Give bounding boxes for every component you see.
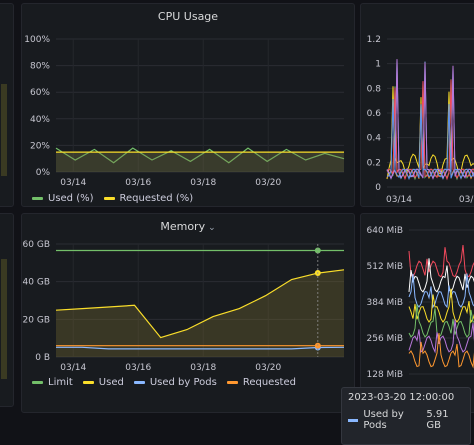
y-tick-label: 60 GB — [23, 240, 50, 250]
memory-legend: Limit Used Used by Pods Requested — [32, 377, 296, 388]
y-tick-label: 20 GB — [23, 315, 50, 325]
y-tick-label: 384 MiB — [367, 298, 403, 308]
legend-label: Used (%) — [48, 193, 94, 204]
series-line — [386, 79, 474, 181]
y-tick-label: 0 B — [35, 353, 50, 363]
y-tick-label: 0.4 — [367, 134, 382, 144]
x-tick-label: 03/14 — [386, 195, 412, 205]
legend-swatch — [103, 197, 115, 200]
chevron-down-icon[interactable]: ⌄ — [208, 223, 216, 233]
legend-swatch — [133, 381, 145, 384]
left-panel-top — [0, 3, 14, 207]
series-line — [408, 319, 474, 354]
memory-panel[interactable]: Memory ⌄ 60 GB 40 GB 20 GB 0 B 03/14 03/16 03/1… — [21, 213, 355, 413]
x-tick-label: 03/16 — [125, 178, 151, 188]
tooltip-series: Used by Pods — [363, 409, 404, 431]
series-line — [408, 273, 474, 309]
y-tick-label: 1 — [375, 60, 381, 70]
y-tick-label: 0.2 — [367, 158, 381, 168]
legend-swatch — [226, 381, 238, 384]
cpu-panel-title[interactable]: CPU Usage — [157, 10, 219, 23]
y-tick-label: 0% — [36, 168, 51, 178]
x-tick-label: 03/18 — [190, 363, 216, 373]
legend-item-used[interactable]: Used (%) — [32, 193, 94, 204]
tooltip-time: 2023-03-20 12:00:00 — [348, 392, 455, 403]
x-tick-label: 03/1 — [459, 195, 474, 205]
memory-panel-title[interactable]: Memory ⌄ — [160, 220, 216, 233]
series-line — [386, 98, 474, 181]
y-tick-label: 0 — [375, 183, 381, 193]
series-line — [55, 269, 345, 339]
memory-chart: 60 GB 40 GB 20 GB 0 B 03/14 03/16 03/18 03/20 — [23, 240, 345, 373]
y-tick-label: 128 MiB — [367, 370, 403, 380]
left-panel-bottom — [0, 213, 14, 407]
y-tick-label: 0.8 — [367, 84, 382, 94]
y-tick-label: 40 GB — [23, 278, 50, 288]
legend-label: Used — [98, 377, 124, 388]
y-tick-label: 40% — [30, 115, 50, 125]
y-tick-label: 512 MiB — [367, 262, 403, 272]
legend-item-requested[interactable]: Requested (%) — [103, 193, 194, 204]
right-top-chart: 1.2 1 0.8 0.6 0.4 0.2 0 03/14 03/1 — [367, 35, 474, 205]
y-tick-label: 20% — [30, 141, 50, 151]
cpu-usage-panel[interactable]: CPU Usage 100% 80% 60% 40% 20% 0% 03/14 03/16 03… — [21, 3, 355, 207]
legend-label: Requested (%) — [119, 193, 194, 204]
legend-swatch — [82, 381, 94, 384]
tooltip-value: 5.91 GB — [426, 409, 449, 431]
series-line — [56, 346, 345, 350]
right-bottom-panel[interactable]: 640 MiB 512 MiB 384 MiB 256 MiB 128 MiB — [360, 213, 474, 413]
series-point — [314, 247, 321, 254]
series-area — [56, 152, 344, 172]
series-line — [408, 333, 474, 369]
series-line — [408, 258, 474, 293]
legend-label: Requested — [242, 377, 296, 388]
series-line — [386, 79, 474, 181]
y-tick-label: 60% — [30, 88, 50, 98]
legend-item-used[interactable]: Used — [82, 377, 124, 388]
y-tick-label: 0.6 — [367, 109, 382, 119]
right-bottom-chart: 640 MiB 512 MiB 384 MiB 256 MiB 128 MiB — [367, 226, 474, 380]
y-tick-label: 100% — [24, 35, 50, 45]
cpu-chart: 100% 80% 60% 40% 20% 0% 03/14 03/16 03/18 03/20 — [24, 35, 345, 188]
left-panel-bottom-plot — [1, 259, 7, 379]
series-line — [408, 288, 474, 324]
legend-item-used-by-pods[interactable]: Used by Pods — [133, 377, 217, 388]
legend-item-limit[interactable]: Limit — [32, 377, 73, 388]
tooltip-row: Used by Pods 5.91 GB — [348, 409, 464, 431]
legend-swatch — [32, 197, 43, 200]
legend-item-requested[interactable]: Requested — [226, 377, 296, 388]
y-tick-label: 80% — [30, 62, 50, 72]
series-line — [386, 59, 474, 180]
series-line — [408, 245, 474, 278]
series-line — [55, 147, 345, 164]
right-top-panel[interactable]: 1.2 1 0.8 0.6 0.4 0.2 0 03/14 03/1 — [360, 3, 474, 207]
left-panel-top-plot — [1, 84, 7, 176]
x-tick-label: 03/20 — [255, 178, 281, 188]
hover-tooltip: 2023-03-20 12:00:00 Used by Pods 5.91 GB — [341, 387, 471, 445]
y-tick-label: 1.2 — [367, 35, 381, 45]
x-tick-label: 03/14 — [60, 178, 86, 188]
x-tick-label: 03/16 — [125, 363, 151, 373]
y-tick-label: 256 MiB — [367, 334, 403, 344]
series-area — [56, 269, 344, 357]
cpu-legend: Used (%) Requested (%) — [32, 193, 193, 204]
x-tick-label: 03/18 — [190, 178, 216, 188]
legend-label: Used by Pods — [149, 377, 217, 388]
legend-label: Limit — [48, 377, 73, 388]
legend-swatch — [32, 381, 43, 384]
x-tick-label: 03/14 — [60, 363, 86, 373]
series-line — [408, 304, 474, 338]
tooltip-swatch — [348, 418, 359, 422]
y-tick-label: 640 MiB — [367, 226, 403, 236]
series-line — [386, 98, 474, 180]
x-tick-label: 03/20 — [255, 363, 281, 373]
series-line — [386, 86, 474, 180]
